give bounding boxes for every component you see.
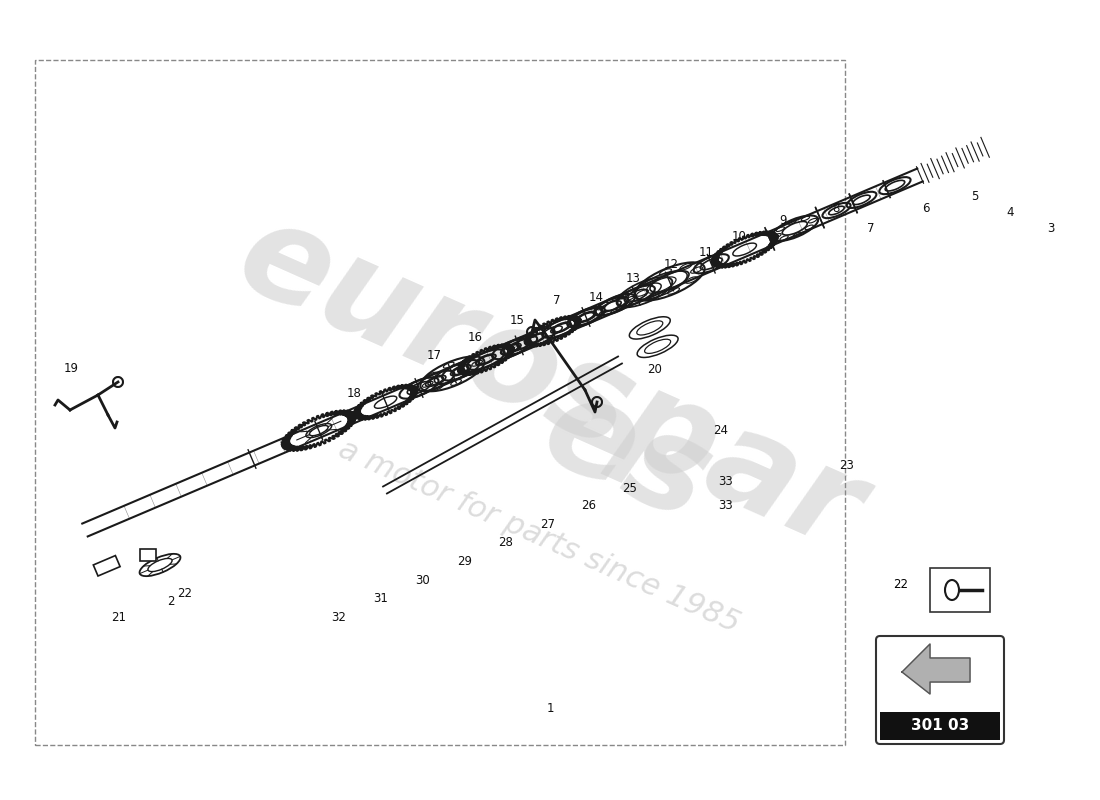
Bar — [930, 568, 990, 612]
Text: 4: 4 — [1006, 206, 1013, 218]
Text: 12: 12 — [663, 258, 679, 270]
Text: 11: 11 — [698, 246, 714, 258]
Text: 15: 15 — [509, 314, 525, 326]
Polygon shape — [902, 644, 970, 694]
Text: 19: 19 — [64, 362, 79, 374]
Text: 1: 1 — [547, 702, 553, 714]
Text: 23: 23 — [839, 459, 855, 472]
Text: 27: 27 — [540, 518, 556, 530]
Text: 2: 2 — [167, 595, 174, 608]
Text: 13: 13 — [626, 272, 641, 285]
Text: 17: 17 — [427, 350, 442, 362]
Text: 3: 3 — [1047, 222, 1054, 234]
Text: 20: 20 — [647, 363, 662, 376]
Text: eurospar: eurospar — [220, 190, 880, 578]
Ellipse shape — [945, 580, 959, 600]
Bar — [880, 712, 1000, 740]
Bar — [94, 555, 120, 576]
Text: 32: 32 — [331, 611, 346, 624]
Text: 9: 9 — [780, 214, 786, 226]
Text: 18: 18 — [346, 387, 362, 400]
Text: 22: 22 — [177, 587, 192, 600]
Text: 31: 31 — [373, 592, 388, 605]
Text: 16: 16 — [468, 331, 483, 344]
Text: 5: 5 — [971, 190, 978, 202]
Text: 33: 33 — [718, 499, 734, 512]
Text: 30: 30 — [415, 574, 430, 586]
Text: 7: 7 — [868, 222, 875, 234]
Text: a motor for parts since 1985: a motor for parts since 1985 — [334, 434, 744, 638]
Text: 26: 26 — [581, 499, 596, 512]
Text: es: es — [525, 364, 729, 548]
Text: 301 03: 301 03 — [911, 718, 969, 734]
Text: 24: 24 — [713, 424, 728, 437]
FancyBboxPatch shape — [876, 636, 1004, 744]
Text: 14: 14 — [588, 291, 604, 304]
Bar — [35, 60, 845, 745]
Text: 28: 28 — [498, 536, 514, 549]
Text: 29: 29 — [456, 555, 472, 568]
Text: 8: 8 — [833, 202, 839, 214]
Text: 6: 6 — [923, 202, 930, 214]
Text: 7: 7 — [553, 294, 560, 306]
Text: 33: 33 — [718, 475, 734, 488]
Text: 25: 25 — [621, 482, 637, 494]
Bar — [140, 549, 156, 561]
Text: 10: 10 — [732, 230, 747, 242]
Text: 22: 22 — [893, 578, 907, 591]
Text: 21: 21 — [111, 611, 126, 624]
